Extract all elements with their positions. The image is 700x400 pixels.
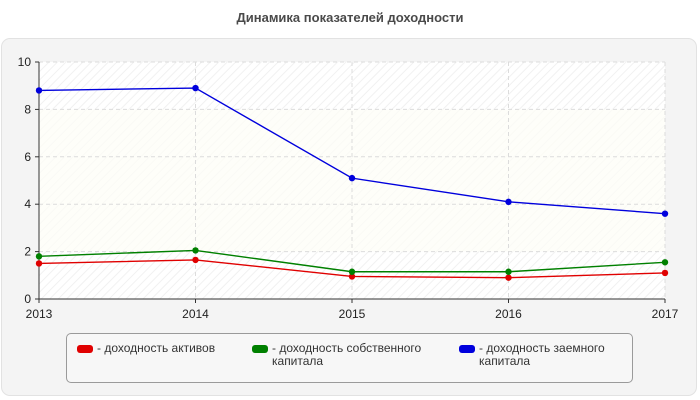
legend-swatch-assets [77,345,93,353]
data-point [505,198,512,206]
y-tick-label: 4 [24,197,31,211]
data-point [348,273,356,280]
legend-item-equity: - доходность собственного капитала [252,342,432,368]
data-point [35,260,43,267]
x-tick-label: 2014 [182,307,209,321]
data-point [505,268,512,275]
data-point [661,269,669,277]
legend-label-equity: - доходность собственного капитала [272,341,422,368]
y-tick-label: 10 [18,55,32,69]
chart-title: Динамика показателей доходности [236,10,464,25]
data-point [348,174,356,182]
data-point [505,274,512,281]
y-tick-label: 8 [24,102,31,116]
data-point [35,87,43,94]
legend-swatch-debt [459,345,475,353]
series-group [35,84,669,281]
data-point [661,259,669,266]
x-tick-label: 2013 [26,307,53,321]
y-tick-label: 2 [24,245,31,259]
legend-item-assets: - доходность активов [77,342,257,355]
tick-labels: 0 2 4 6 8 10 2013 2014 2015 2016 2017 [18,55,679,321]
x-tick-label: 2015 [339,307,366,321]
data-point [35,253,43,260]
data-point [192,256,199,264]
y-tick-label: 0 [24,292,31,306]
legend-label-debt: - доходность заемного капитала [479,341,605,368]
data-point [348,268,356,275]
legend: - доходность активов - доходность собств… [66,333,633,383]
legend-item-debt: - доходность заемного капитала [459,342,639,368]
data-point [192,84,199,92]
legend-label-assets: - доходность активов [97,341,216,355]
x-tick-label: 2016 [495,307,522,321]
x-tick-label: 2017 [652,307,679,321]
legend-swatch-equity [252,345,268,353]
data-point [661,210,669,217]
data-point [192,247,199,254]
y-tick-label: 6 [24,150,31,164]
